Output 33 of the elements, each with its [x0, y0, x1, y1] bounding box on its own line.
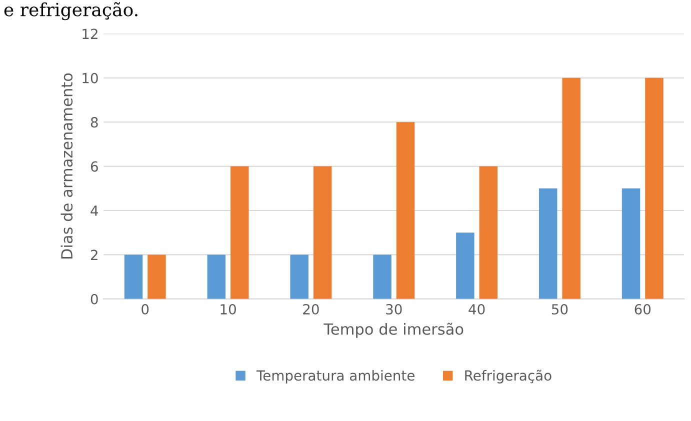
x-tick-label: 40: [468, 304, 485, 315]
bar: [622, 188, 640, 299]
legend-label: Temperatura ambiente: [256, 370, 414, 384]
bar: [290, 254, 308, 299]
y-tick-label: 2: [90, 250, 98, 260]
x-axis-title: Tempo de imersão: [324, 322, 464, 338]
y-tick-label: 8: [90, 117, 98, 128]
bar: [313, 166, 332, 299]
y-tick-label: 12: [82, 28, 98, 39]
bar: [562, 78, 580, 299]
bar: [373, 254, 392, 299]
x-tick-label: 30: [386, 304, 402, 315]
y-axis-title: Dias de armazenamento: [60, 73, 73, 259]
bar: [230, 166, 249, 299]
y-tick-label: 6: [90, 161, 98, 172]
x-tick-label: 20: [303, 304, 319, 315]
y-tick-label: 4: [90, 206, 98, 216]
y-tick-label: 10: [82, 72, 98, 84]
bar: [148, 254, 166, 299]
x-tick-label: 10: [220, 304, 236, 315]
x-tick-label: 0: [142, 304, 149, 315]
bar: [645, 78, 664, 299]
bar: [456, 232, 474, 299]
y-tick-label: 0: [90, 294, 98, 304]
text: e refrigeração.: [4, 2, 138, 20]
legend-label: Refrigeração: [465, 370, 552, 384]
x-tick-label: 60: [634, 304, 651, 315]
bar: [207, 254, 226, 299]
bar: [538, 188, 558, 299]
x-tick-label: 50: [552, 304, 568, 315]
bar: [124, 254, 143, 299]
bar: [396, 122, 415, 299]
bar: [479, 166, 498, 299]
